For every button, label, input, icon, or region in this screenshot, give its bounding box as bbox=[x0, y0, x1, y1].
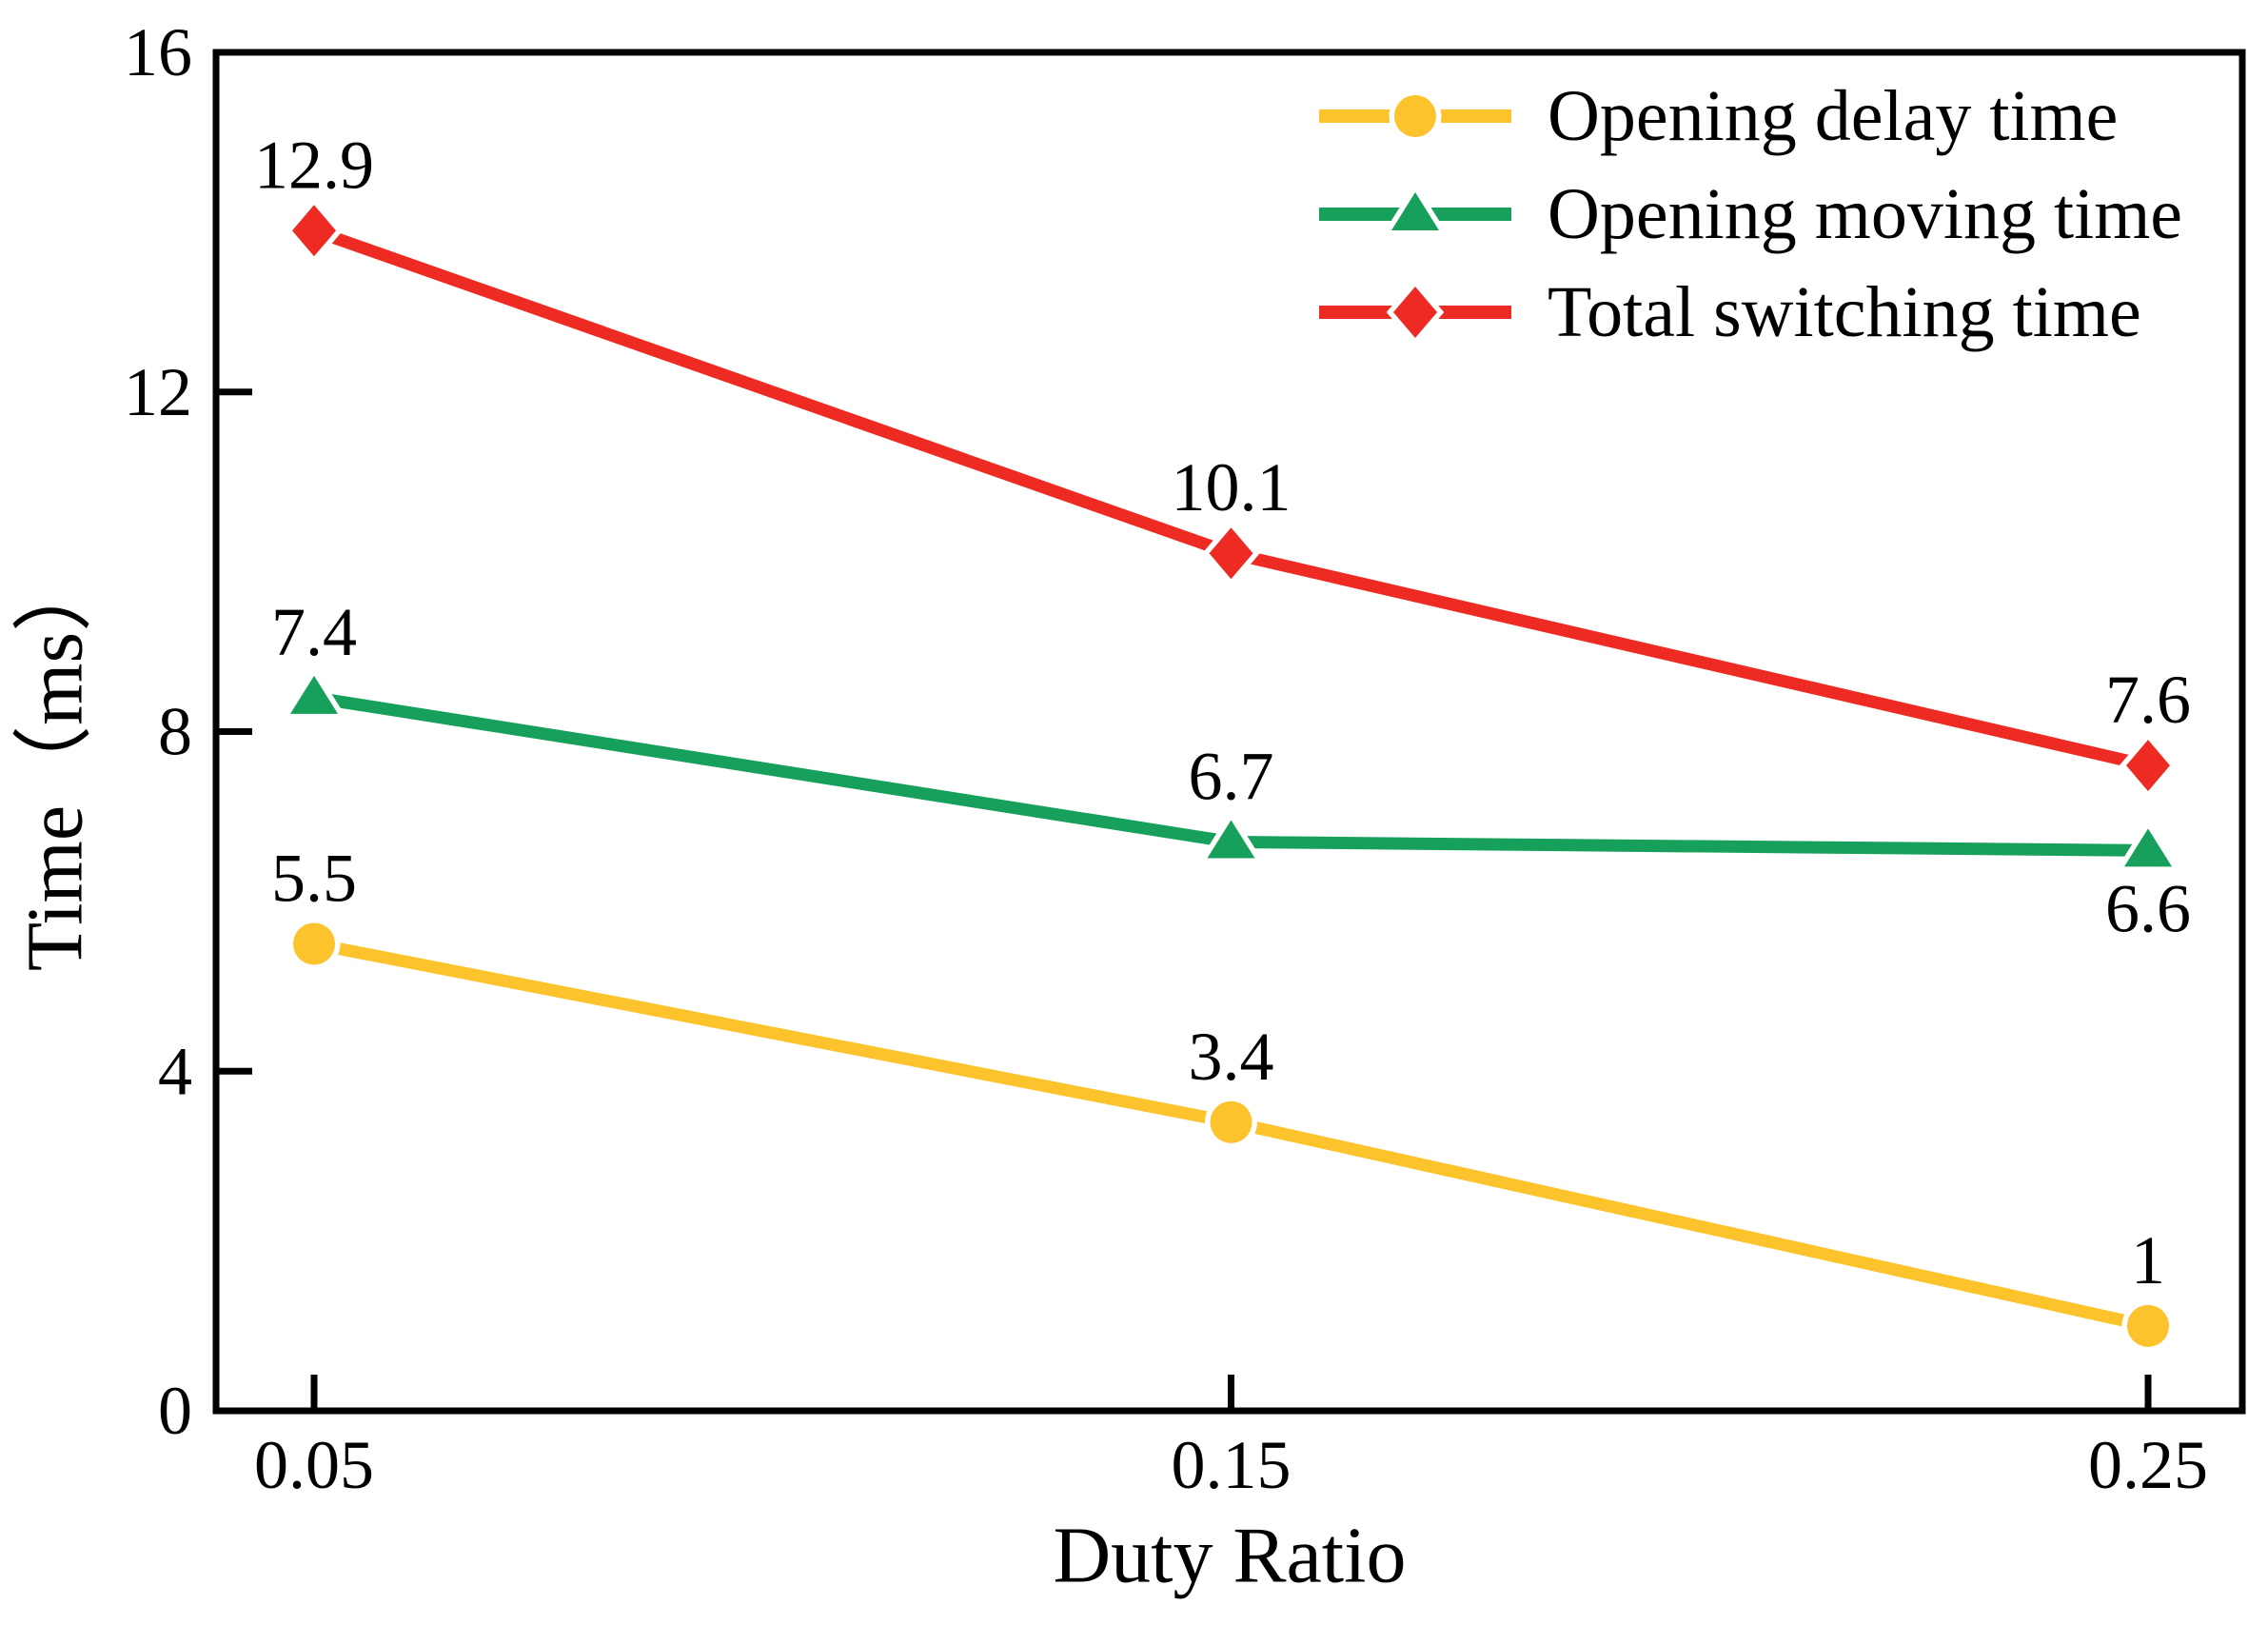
data-point-label: 6.6 bbox=[2105, 870, 2191, 946]
x-tick-label: 0.15 bbox=[1172, 1427, 1292, 1503]
data-point-label: 7.4 bbox=[271, 594, 357, 670]
data-point-marker bbox=[1197, 810, 1265, 863]
series-layer: 5.5 3.4 1 7.4 6.7 6.6 12.9 10.1 7.6 bbox=[254, 127, 2191, 1353]
data-point-marker bbox=[2115, 818, 2181, 872]
data-point-marker bbox=[285, 196, 344, 265]
x-tick-label: 0.25 bbox=[2088, 1427, 2208, 1503]
legend: Opening delay time Opening moving time Tot… bbox=[1319, 76, 2182, 352]
legend-label: Opening moving time bbox=[1548, 174, 2182, 254]
data-point-marker bbox=[287, 917, 341, 970]
y-axis-title: Time（ms） bbox=[11, 552, 100, 971]
y-tick-label: 16 bbox=[124, 14, 192, 90]
data-point-label: 6.7 bbox=[1189, 738, 1274, 814]
data-point-label: 5.5 bbox=[271, 840, 357, 916]
data-point-marker bbox=[1202, 519, 1260, 587]
data-point-label: 1 bbox=[2131, 1222, 2165, 1298]
x-tick-label: 0.05 bbox=[254, 1427, 374, 1503]
data-point-label: 7.6 bbox=[2105, 662, 2191, 738]
data-point-label: 3.4 bbox=[1189, 1019, 1274, 1095]
data-point-label: 10.1 bbox=[1172, 449, 1292, 525]
legend-sample-marker bbox=[1382, 182, 1449, 236]
y-tick-label: 0 bbox=[158, 1373, 192, 1449]
data-point-marker bbox=[2119, 731, 2178, 800]
data-point-marker bbox=[281, 665, 347, 720]
y-tick-label: 12 bbox=[124, 354, 192, 430]
data-point-marker bbox=[2121, 1299, 2175, 1353]
axis-ticks: 0 4 8 12 16 0.05 0.15 0.25 bbox=[124, 14, 2208, 1503]
legend-sample-marker bbox=[1389, 89, 1442, 143]
y-tick-label: 4 bbox=[158, 1033, 192, 1109]
y-tick-label: 8 bbox=[158, 694, 192, 770]
data-point-label: 12.9 bbox=[254, 127, 374, 203]
legend-label: Opening delay time bbox=[1548, 76, 2118, 156]
legend-sample-marker bbox=[1386, 278, 1445, 347]
x-axis-title: Duty Ratio bbox=[1054, 1512, 1407, 1600]
data-point-marker bbox=[1205, 1096, 1257, 1149]
legend-label: Total switching time bbox=[1548, 272, 2141, 352]
